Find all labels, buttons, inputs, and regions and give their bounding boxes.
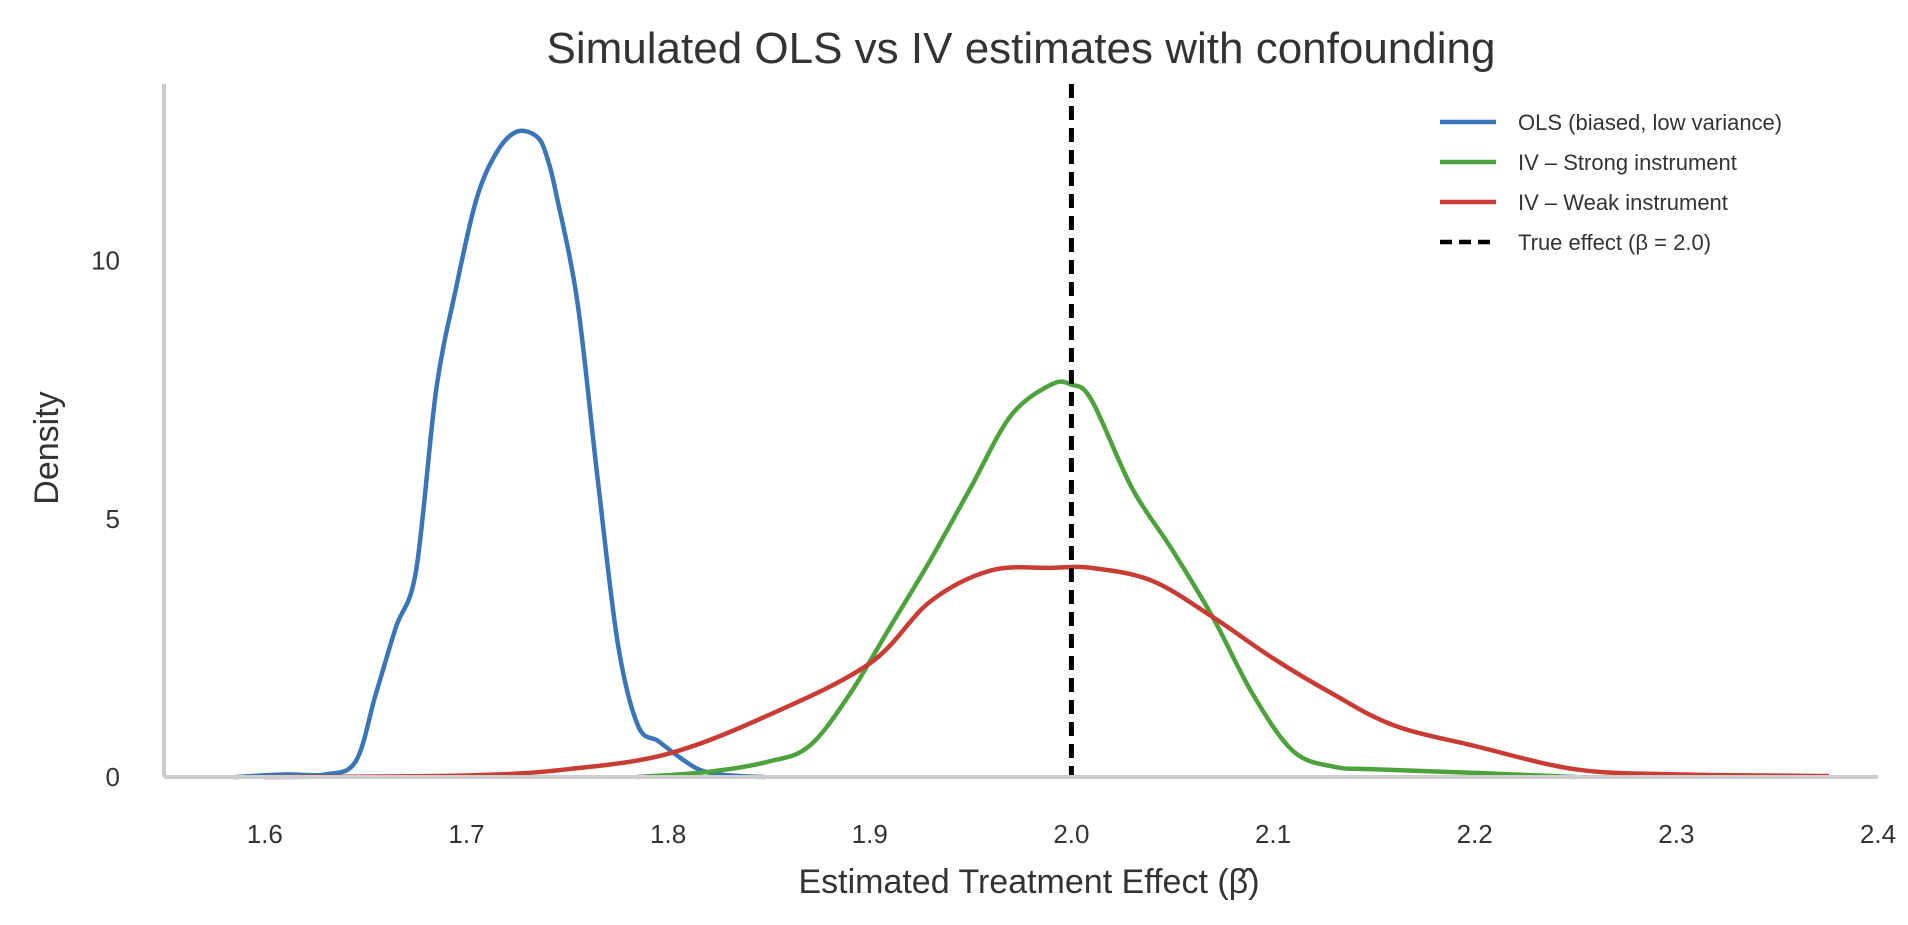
x-tick-label: 1.6 <box>247 819 283 849</box>
y-tick-label: 0 <box>106 762 120 792</box>
chart-title: Simulated OLS vs IV estimates with confo… <box>547 24 1496 73</box>
x-axis-title: Estimated Treatment Effect (β̂) <box>798 863 1259 901</box>
legend-label: IV – Strong instrument <box>1518 150 1737 175</box>
x-tick-labels: 1.6 1.7 1.8 1.9 2.0 2.1 2.2 2.3 2.4 <box>247 819 1896 849</box>
x-tick-label: 1.8 <box>650 819 686 849</box>
x-tick-label: 2.2 <box>1457 819 1493 849</box>
y-axis-title: Density <box>28 391 66 504</box>
x-tick-label: 2.0 <box>1053 819 1089 849</box>
y-tick-label: 5 <box>106 504 120 534</box>
ols-density-curve <box>232 128 768 780</box>
y-tick-label: 10 <box>91 246 120 276</box>
x-tick-label: 1.7 <box>448 819 484 849</box>
plot-area <box>232 84 1830 780</box>
y-tick-labels: 0 5 10 <box>91 246 120 792</box>
x-tick-label: 1.9 <box>852 819 888 849</box>
legend-label: IV – Weak instrument <box>1518 190 1728 215</box>
legend-label: True effect (β = 2.0) <box>1518 230 1711 255</box>
x-tick-label: 2.3 <box>1658 819 1694 849</box>
iv-weak-density-curve <box>262 564 1830 780</box>
legend: OLS (biased, low variance) IV – Strong in… <box>1440 110 1782 255</box>
x-tick-label: 2.4 <box>1860 819 1896 849</box>
legend-label: OLS (biased, low variance) <box>1518 110 1782 135</box>
x-tick-label: 2.1 <box>1255 819 1291 849</box>
iv-strong-density-curve <box>635 379 1578 780</box>
